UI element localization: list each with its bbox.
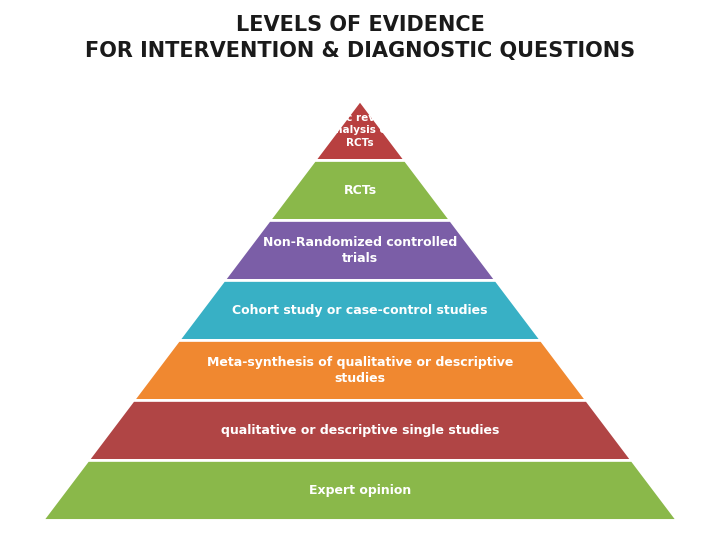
Polygon shape (315, 100, 405, 160)
Title: LEVELS OF EVIDENCE
FOR INTERVENTION & DIAGNOSTIC QUESTIONS: LEVELS OF EVIDENCE FOR INTERVENTION & DI… (85, 15, 635, 62)
Polygon shape (42, 461, 678, 521)
Polygon shape (269, 160, 451, 220)
Text: qualitative or descriptive single studies: qualitative or descriptive single studie… (221, 424, 499, 437)
Polygon shape (133, 340, 587, 401)
Text: Cohort study or case-control studies: Cohort study or case-control studies (233, 304, 487, 317)
Polygon shape (88, 401, 632, 461)
Text: Expert opinion: Expert opinion (309, 484, 411, 497)
Text: Non-Randomized controlled
trials: Non-Randomized controlled trials (263, 236, 457, 265)
Polygon shape (179, 280, 541, 340)
Text: Systematic review/meta-
analysis of
RCTs: Systematic review/meta- analysis of RCTs (287, 113, 433, 148)
Polygon shape (224, 220, 496, 280)
Text: RCTs: RCTs (343, 184, 377, 197)
Text: Meta-synthesis of qualitative or descriptive
studies: Meta-synthesis of qualitative or descrip… (207, 356, 513, 385)
